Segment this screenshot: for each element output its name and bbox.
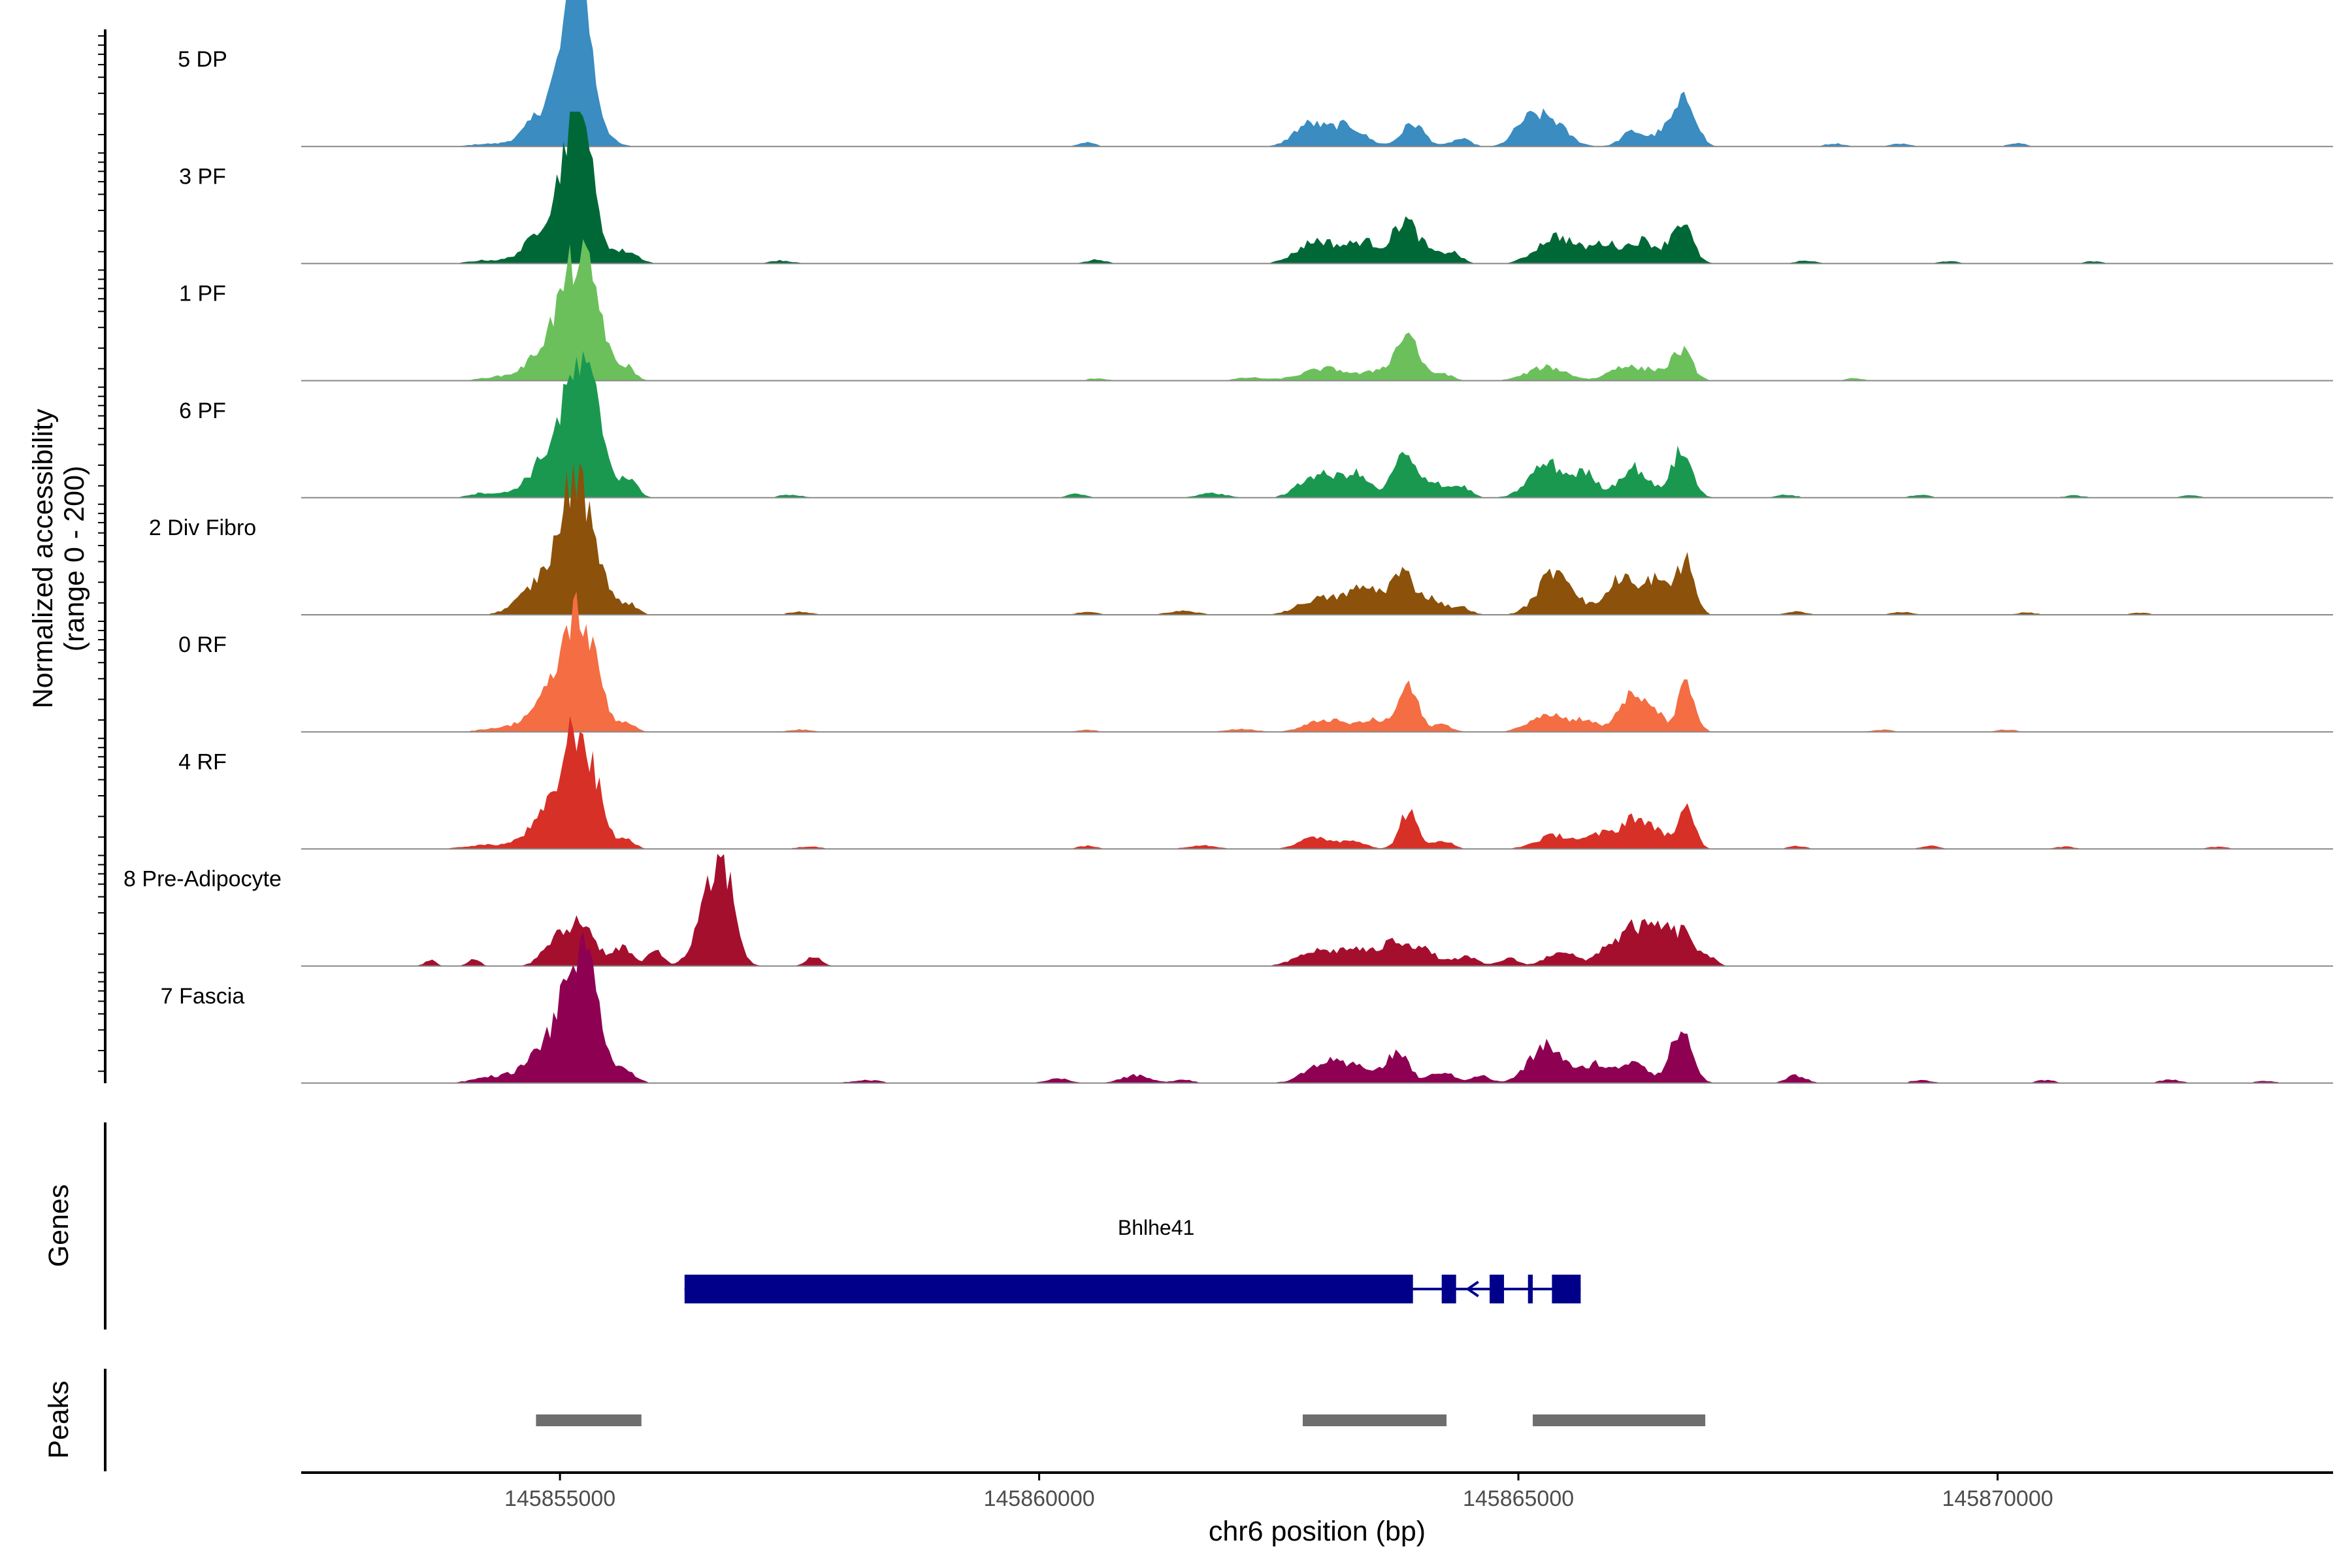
- track-label-7: 4 RF: [178, 749, 227, 774]
- track-label-9: 7 Fascia: [161, 984, 245, 1009]
- track-label-2: 3 PF: [179, 164, 226, 189]
- gene-track: Bhlhe41: [684, 1216, 1581, 1303]
- peak-regions-track: [536, 1414, 1706, 1426]
- gene-exon-3: [1490, 1275, 1505, 1303]
- track-9: 7 Fascia: [161, 931, 2333, 1084]
- y-axis-accessibility: [98, 29, 106, 1083]
- track-6: 0 RF: [178, 591, 2333, 733]
- peaks-panel-label: Peaks: [43, 1380, 74, 1459]
- track-area-1: [301, 0, 2333, 147]
- track-label-6: 0 RF: [178, 632, 227, 657]
- track-3: 1 PF: [179, 239, 2333, 382]
- track-label-5: 2 Div Fibro: [149, 515, 256, 540]
- track-4: 6 PF: [179, 351, 2333, 498]
- x-tick-label: 145870000: [1942, 1486, 2053, 1511]
- track-area-7: [301, 716, 2333, 849]
- x-axis-label: chr6 position (bp): [1209, 1516, 1426, 1547]
- gene-exon-1: [684, 1275, 1413, 1303]
- x-tick-label: 145865000: [1463, 1486, 1574, 1511]
- track-1: 5 DP: [178, 0, 2333, 148]
- gene-name-label: Bhlhe41: [1118, 1216, 1194, 1239]
- track-label-8: 8 Pre-Adipocyte: [123, 867, 282, 892]
- track-8: 8 Pre-Adipocyte: [123, 853, 2333, 967]
- x-tick-label: 145860000: [983, 1486, 1094, 1511]
- track-2: 3 PF: [179, 111, 2333, 265]
- track-5: 2 Div Fibro: [149, 463, 2333, 615]
- gene-exon-4: [1527, 1275, 1533, 1303]
- track-7: 4 RF: [178, 716, 2333, 850]
- tracks-layer: 5 DP 3 PF 1 PF 6 PF 2 Div Fibro 0 RF 4 RF 8 Pre…: [123, 0, 2333, 1084]
- gene-exon-5: [1552, 1275, 1581, 1303]
- track-label-4: 6 PF: [179, 399, 226, 423]
- peak-region-1: [536, 1414, 642, 1426]
- y-axis-range-label: (range 0 - 200): [59, 466, 90, 651]
- peak-region-2: [1302, 1414, 1447, 1426]
- y-minor-ticks: [98, 35, 105, 1072]
- y-axis-label: Normalized accessibility: [27, 408, 59, 708]
- gene-strand-arrow: [1465, 1281, 1479, 1298]
- track-label-3: 1 PF: [179, 282, 226, 306]
- gene-exon-2: [1441, 1275, 1456, 1303]
- genes-panel-label: Genes: [43, 1184, 74, 1267]
- peak-region-3: [1533, 1414, 1706, 1426]
- x-tick-label: 145855000: [504, 1486, 615, 1511]
- x-axis-ticks: 145855000 145860000 145865000 145870000: [504, 1473, 2053, 1511]
- track-area-8: [301, 853, 2333, 966]
- track-label-1: 5 DP: [178, 47, 227, 72]
